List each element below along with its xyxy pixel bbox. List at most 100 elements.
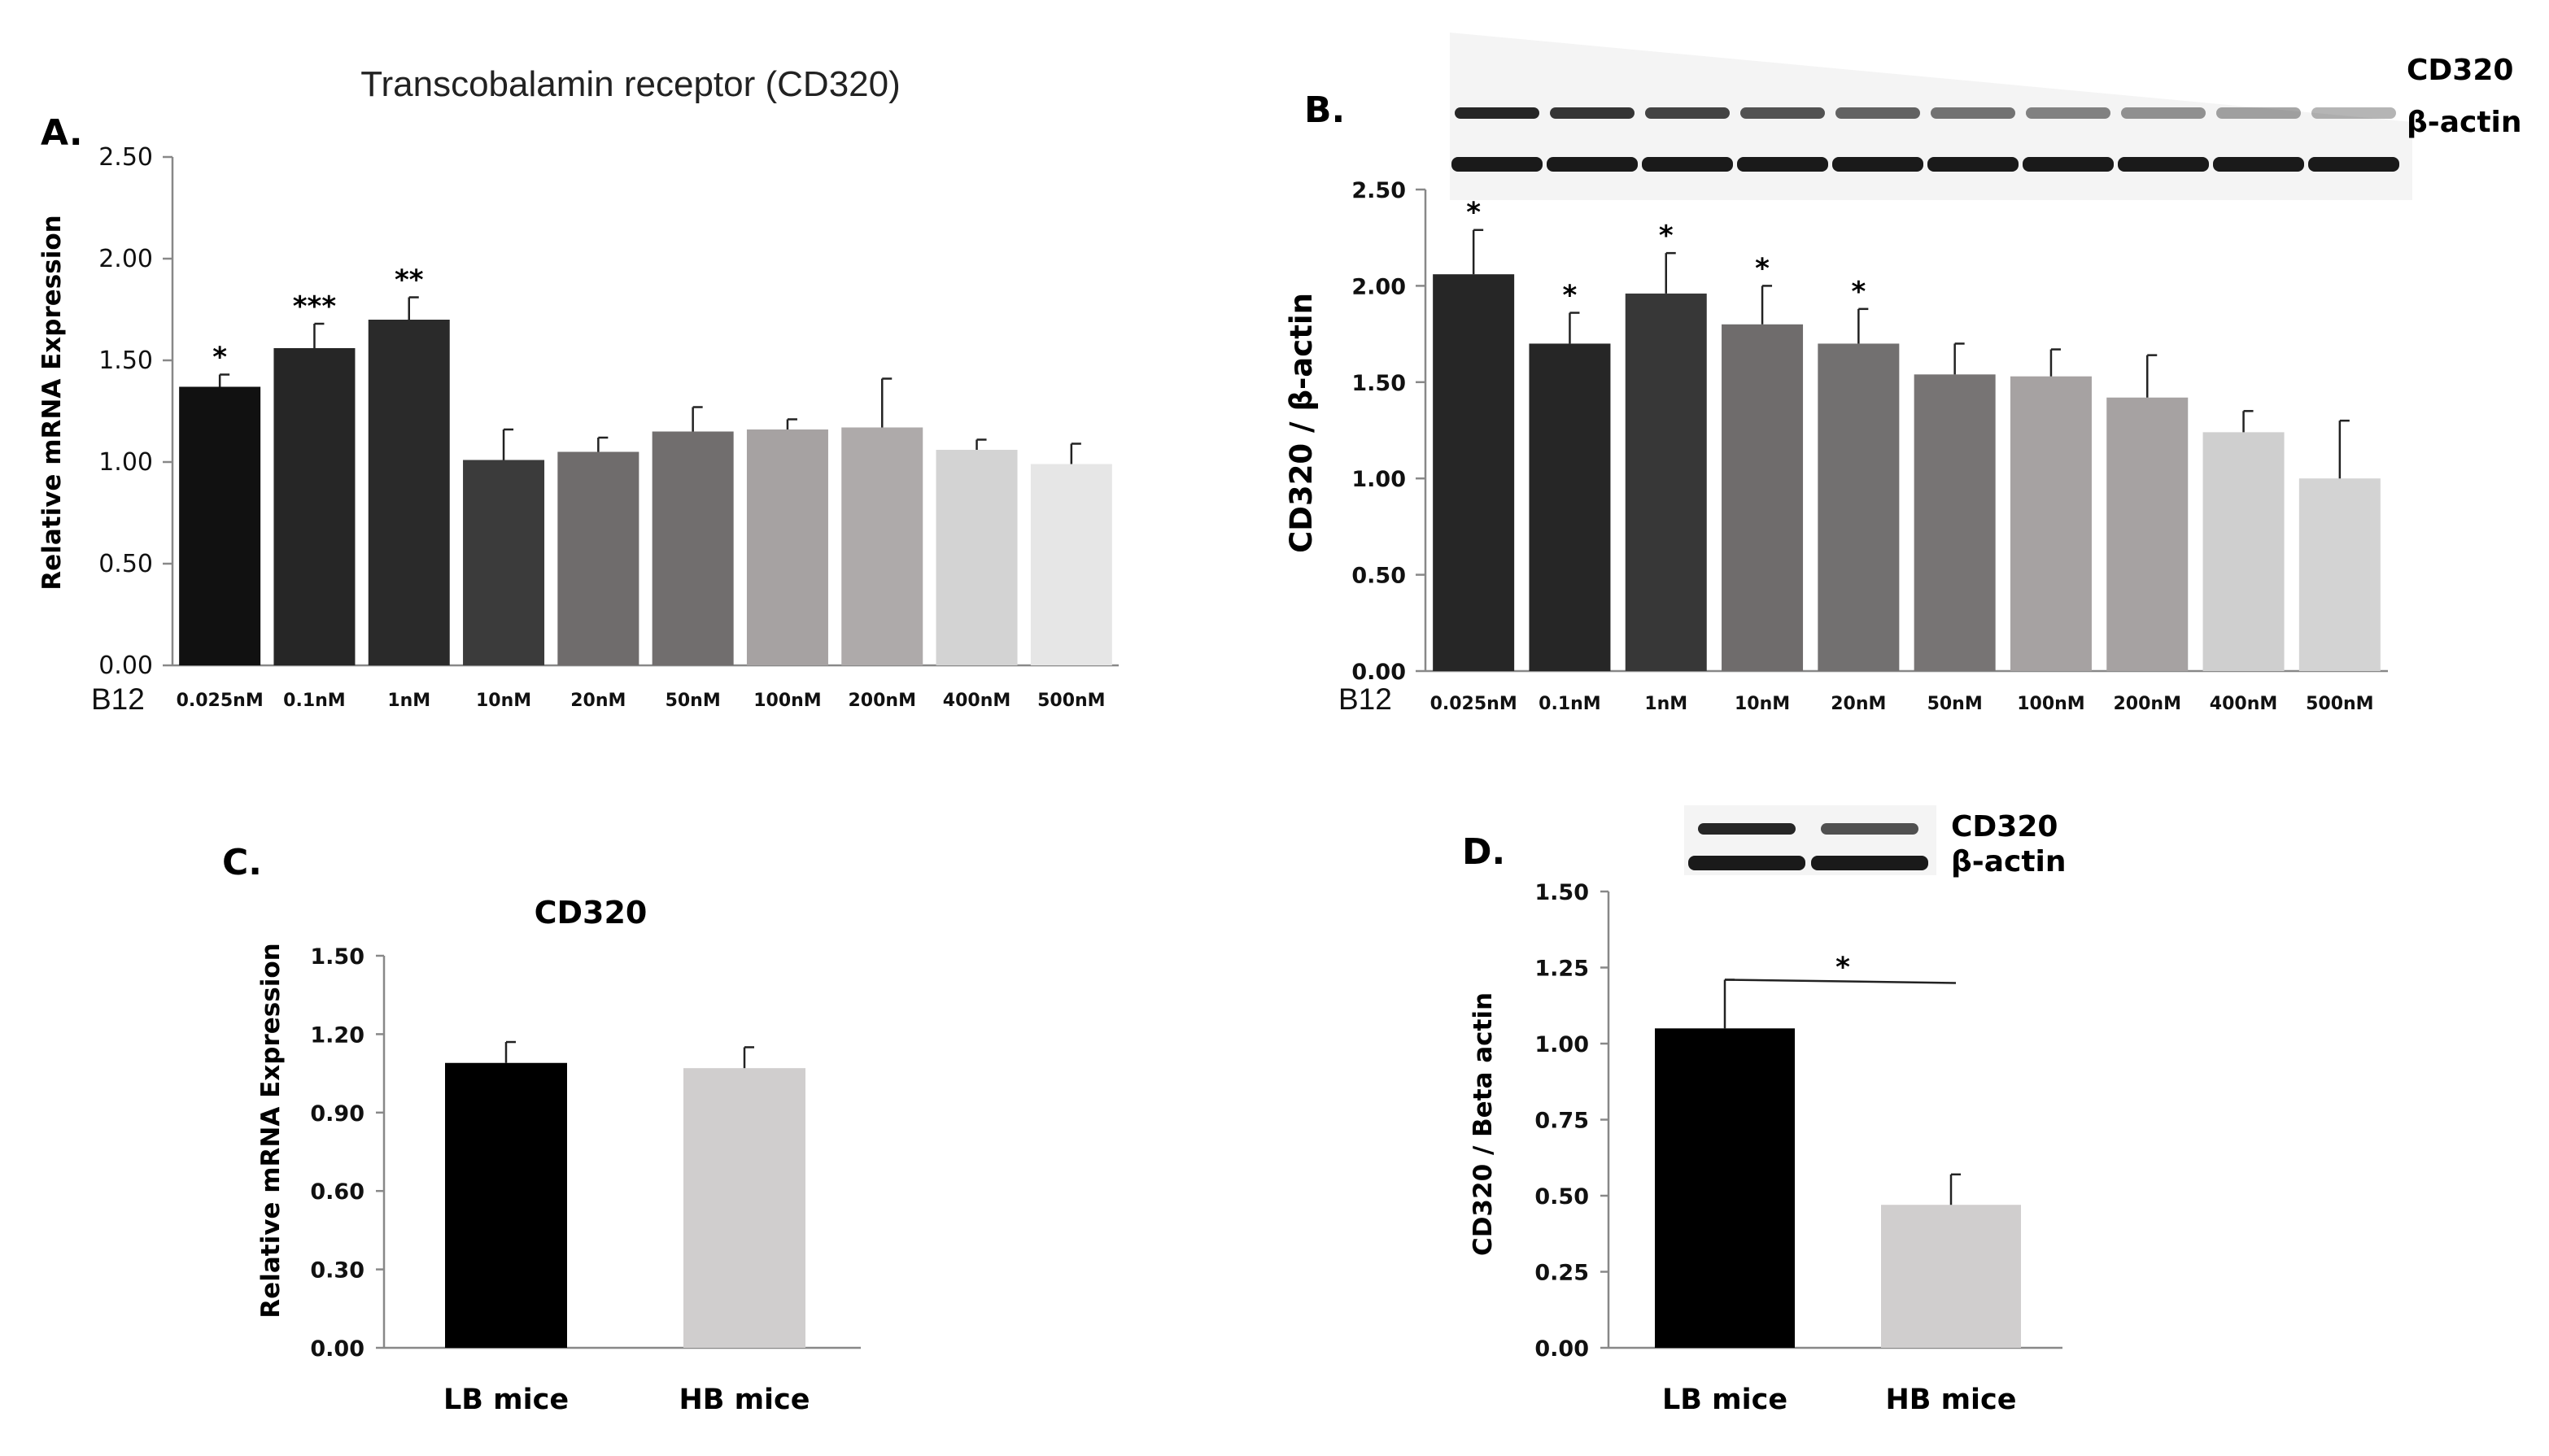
panel-c: C. CD320 Relative mRNA Expression 0.00 0.…: [222, 842, 861, 1416]
panel-d-y-tick-label: 0.00: [1534, 1336, 1589, 1362]
panel-b: B. CD320 β-actin CD320 / β-actin B12 0.0…: [1284, 33, 2522, 716]
significance-bracket-d: [1724, 979, 1957, 984]
bar-b-9: [2298, 478, 2381, 671]
significance-a-1: ***: [293, 290, 337, 323]
bar-a-0: [179, 386, 261, 665]
blot-d-actin-label: β-actin: [1951, 845, 2067, 878]
blot-b-cd320-band-5: [1931, 107, 2015, 119]
panel-c-y-tick-label: 0.90: [310, 1101, 364, 1127]
panel-b-y-tick-label: 1.50: [1351, 371, 1406, 396]
panel-d-y-tick-label: 1.25: [1534, 957, 1589, 982]
panel-d-y-tick-label: 1.00: [1534, 1032, 1589, 1057]
bar-a-6: [746, 429, 828, 665]
panel-b-b12-label: B12: [1338, 682, 1392, 716]
significance-b-2: *: [1659, 220, 1674, 252]
bar-b-8: [2202, 432, 2285, 671]
panel-a: A. Transcobalamin receptor (CD320) Relat…: [37, 64, 1119, 716]
panel-b-y-tick-label: 2.50: [1351, 178, 1406, 203]
blot-b-cd320-band-6: [2026, 107, 2110, 119]
panel-a-y-tick-label: 0.00: [98, 652, 153, 680]
panel-a-y-tick-label: 1.50: [98, 347, 153, 375]
bar-b-1: [1529, 343, 1611, 671]
x-tick-label-b-1: 0.1nM: [1539, 694, 1601, 714]
x-tick-label-b-8: 400nM: [2210, 694, 2277, 714]
bar-a-9: [1030, 464, 1112, 665]
panel-b-label: B.: [1304, 89, 1345, 131]
panel-a-title: Transcobalamin receptor (CD320): [360, 64, 901, 104]
x-tick-label-c-0: LB mice: [443, 1384, 569, 1416]
blot-b-actin-band-5: [1927, 157, 2019, 172]
blot-b-actin-band-6: [2023, 157, 2114, 172]
x-tick-label-b-7: 200nM: [2114, 694, 2181, 714]
significance-b-1: *: [1563, 280, 1578, 312]
x-tick-label-b-5: 50nM: [1927, 694, 1983, 714]
x-tick-label-a-4: 20nM: [570, 691, 626, 711]
blot-b-actin-band-2: [1642, 157, 1733, 172]
panel-c-y-tick-label: 1.20: [310, 1022, 364, 1048]
significance-a-2: **: [395, 264, 424, 297]
panel-c-y-tick-label: 0.30: [310, 1258, 364, 1284]
bar-b-7: [2106, 397, 2189, 671]
x-tick-label-a-1: 0.1nM: [283, 691, 346, 711]
bar-a-5: [652, 431, 734, 665]
blot-b-cd320-band-0: [1455, 107, 1539, 119]
bar-d-1: [1881, 1205, 2021, 1348]
x-tick-label-a-3: 10nM: [476, 691, 531, 711]
blot-b-actin-label: β-actin: [2407, 106, 2522, 139]
blot-b-cd320-label: CD320: [2407, 54, 2513, 87]
panel-d-y-tick-label: 0.50: [1534, 1184, 1589, 1210]
blot-d-cd320-band-0: [1698, 823, 1796, 835]
panel-d-y-axis-label: CD320 / Beta actin: [1469, 992, 1498, 1256]
panel-a-b12-label: B12: [91, 682, 145, 716]
panel-b-y-axis-label: CD320 / β-actin: [1284, 293, 1319, 553]
bar-b-2: [1625, 293, 1707, 671]
blot-b-actin-band-1: [1547, 157, 1638, 172]
x-tick-label-a-9: 500nM: [1037, 691, 1105, 711]
panel-d-y-tick-label: 0.25: [1534, 1261, 1589, 1286]
x-tick-label-a-5: 50nM: [666, 691, 721, 711]
blot-b-cd320-band-9: [2311, 107, 2396, 119]
blot-d-actin-band-1: [1811, 856, 1928, 870]
bar-a-3: [463, 460, 545, 665]
x-tick-label-d-0: LB mice: [1662, 1384, 1787, 1416]
blot-b-actin-band-9: [2308, 157, 2399, 172]
blot-b-cd320-band-7: [2121, 107, 2206, 119]
panel-c-y-tick-label: 0.00: [310, 1336, 364, 1362]
panel-a-y-tick-label: 0.50: [98, 550, 153, 578]
x-tick-label-d-1: HB mice: [1885, 1384, 2016, 1416]
x-tick-label-a-8: 400nM: [943, 691, 1010, 711]
panel-d-label: D.: [1462, 831, 1505, 873]
blot-b-actin-band-3: [1737, 157, 1828, 172]
x-tick-label-c-1: HB mice: [679, 1384, 810, 1416]
bar-a-4: [557, 451, 639, 665]
panel-a-label: A.: [41, 112, 83, 154]
panel-d-y-tick-label: 0.75: [1534, 1109, 1589, 1134]
panel-b-y-tick-label: 1.00: [1351, 467, 1406, 492]
blot-b-actin-band-8: [2213, 157, 2304, 172]
panel-c-title: CD320: [535, 895, 648, 931]
panel-a-y-tick-label: 1.00: [98, 448, 153, 477]
blot-b-actin-band-7: [2118, 157, 2209, 172]
panel-c-y-tick-label: 0.60: [310, 1179, 364, 1205]
blot-d-cd320-label: CD320: [1951, 810, 2058, 844]
panel-c-y-axis-label: Relative mRNA Expression: [256, 943, 286, 1318]
panel-a-y-tick-label: 2.00: [98, 245, 153, 273]
significance-b-0: *: [1466, 197, 1481, 229]
panel-a-y-axis-label: Relative mRNA Expression: [37, 215, 67, 590]
x-tick-label-b-3: 10nM: [1735, 694, 1790, 714]
blot-b-cd320-band-2: [1645, 107, 1730, 119]
blot-b-cd320-band-1: [1550, 107, 1635, 119]
western-blot-d: [1684, 805, 1936, 875]
blot-d-actin-band-0: [1688, 856, 1805, 870]
significance-a-0: *: [212, 342, 227, 374]
panel-b-y-tick-label: 0.00: [1351, 660, 1406, 685]
blot-d-cd320-band-1: [1821, 823, 1918, 835]
x-tick-label-b-2: 1nM: [1644, 694, 1687, 714]
x-tick-label-b-9: 500nM: [2306, 694, 2373, 714]
bar-a-1: [273, 348, 356, 665]
bar-a-2: [368, 320, 450, 665]
x-tick-label-b-6: 100nM: [2017, 694, 2084, 714]
x-tick-label-b-0: 0.025nM: [1430, 694, 1517, 714]
blot-b-cd320-band-8: [2216, 107, 2301, 119]
bar-b-0: [1433, 274, 1515, 671]
